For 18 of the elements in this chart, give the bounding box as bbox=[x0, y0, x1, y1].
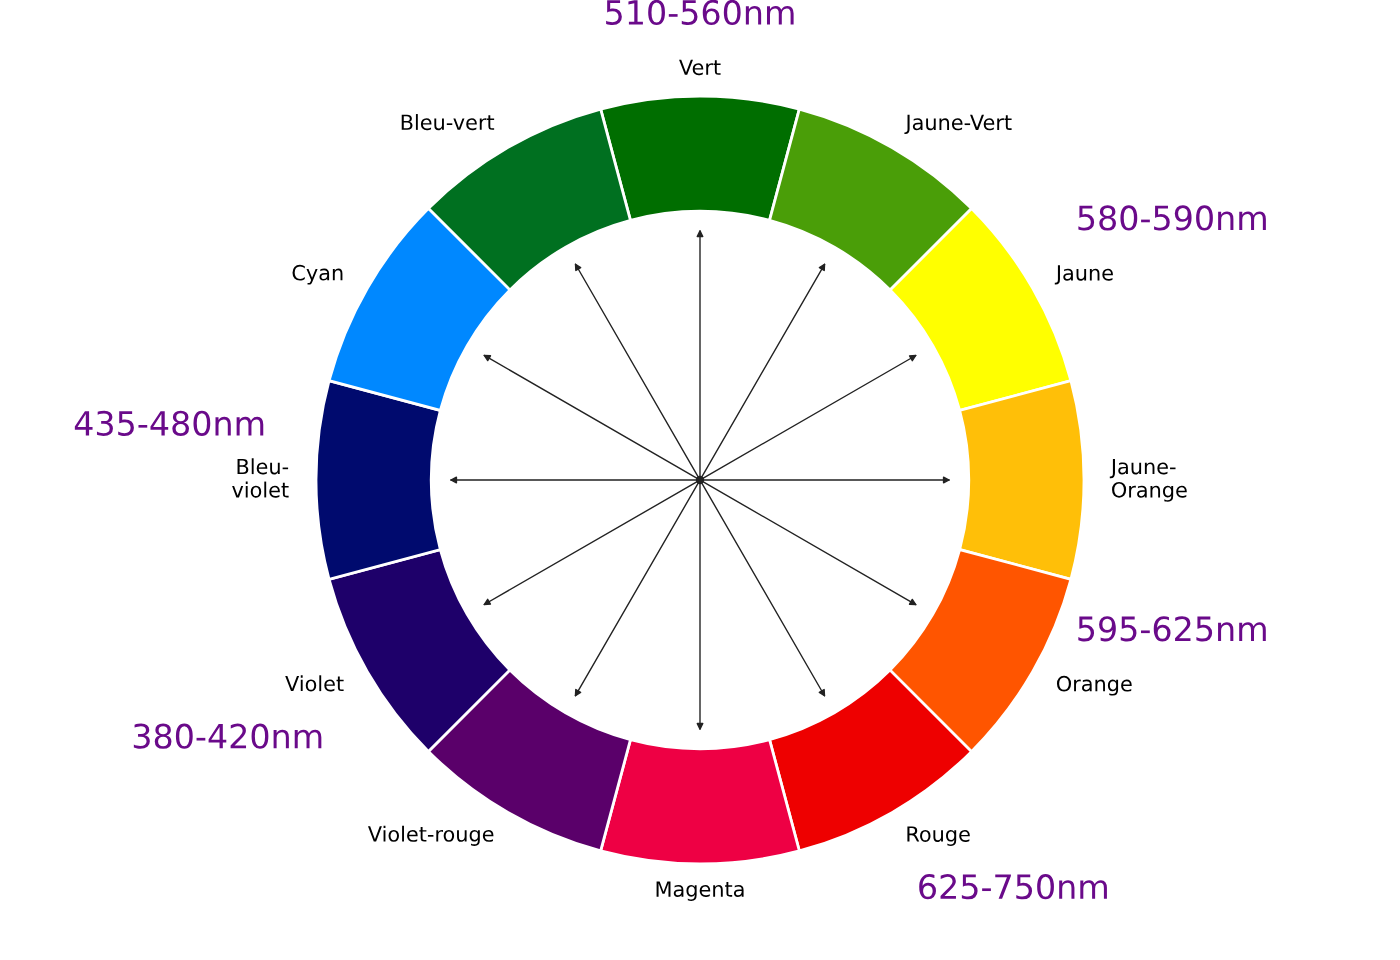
text: 380-420nm bbox=[133, 723, 322, 749]
slice-label: Violet bbox=[285, 675, 344, 692]
text: 595-625nm bbox=[1078, 616, 1266, 642]
slice-label: Jaune- Orange bbox=[1109, 458, 1187, 502]
text: 510-560nm bbox=[606, 0, 794, 26]
slice-label: Jaune bbox=[1054, 265, 1113, 285]
slice-label: Rouge bbox=[907, 826, 970, 846]
slice-label: Jaune-Vert bbox=[904, 114, 1012, 135]
slice-label: Bleu- violet bbox=[232, 458, 289, 498]
text: 625-750nm bbox=[919, 874, 1107, 900]
slice-label: Bleu-vert bbox=[401, 114, 495, 131]
slice-label: Cyan bbox=[292, 264, 343, 285]
slice-label: Orange bbox=[1056, 675, 1132, 696]
slice-label: Violet-rouge bbox=[367, 825, 494, 846]
slice-label: Vert bbox=[679, 59, 721, 76]
text: 435-480nm bbox=[74, 410, 264, 436]
slice-label: Magenta bbox=[656, 881, 744, 901]
text: 580-590nm bbox=[1078, 205, 1266, 231]
